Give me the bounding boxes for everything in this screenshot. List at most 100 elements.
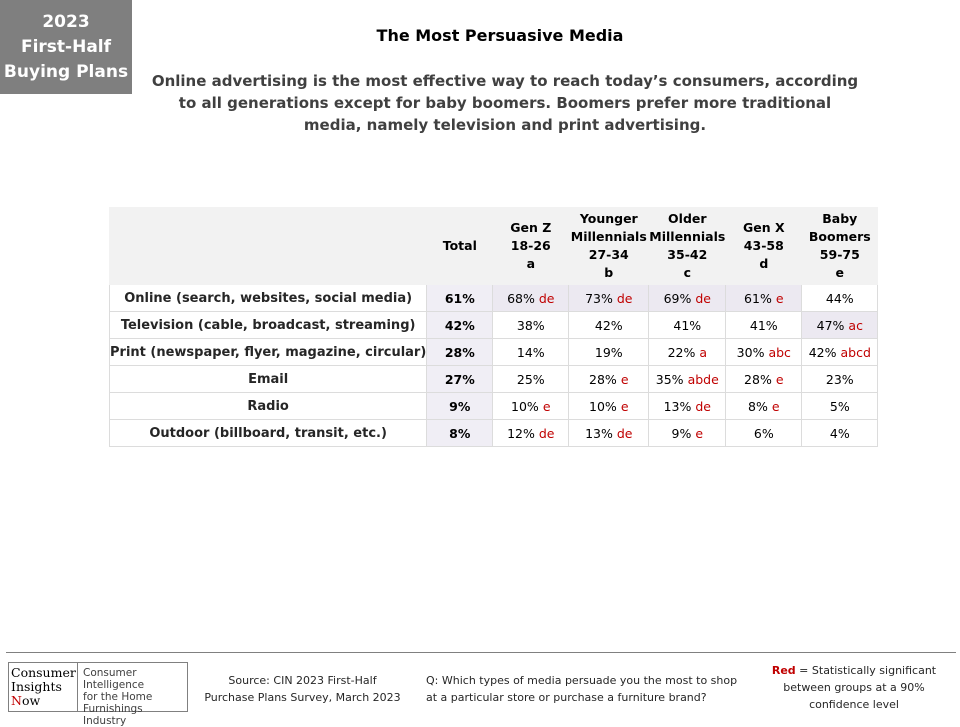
value-cell: 19% — [568, 338, 650, 366]
report-badge: 2023 First-Half Buying Plans — [0, 0, 132, 94]
column-header-line: 18-26 — [510, 238, 551, 253]
question-line: at a particular store or purchase a furn… — [426, 691, 707, 704]
cell-value: 9% — [671, 425, 692, 441]
table-row: Radio 9% 10% e 10% e 13% de 8% e 5% — [108, 392, 879, 420]
logo-tagline-line: for the Home — [83, 691, 153, 703]
column-header-line: a — [526, 256, 535, 271]
significance-legend: Red = Statistically significant between … — [768, 662, 940, 713]
column-header-gen-z: Gen Z 18-26 a — [492, 207, 570, 285]
table-row: Print (newspaper, flyer, magazine, circu… — [108, 338, 879, 366]
column-header-line: d — [759, 256, 769, 271]
significance-letters: ac — [848, 317, 863, 333]
cell-value: 19% — [594, 344, 623, 360]
badge-line: 2023 — [42, 11, 90, 32]
cell-value: 22% — [667, 344, 696, 360]
badge-line: First-Half — [20, 36, 112, 57]
cell-value: 5% — [829, 398, 850, 414]
significance-letters: de — [695, 398, 711, 414]
cell-value: 13% — [663, 398, 692, 414]
cell-value: 12% — [507, 425, 535, 441]
significance-letters: e — [542, 398, 551, 414]
media-table: Total Gen Z 18-26 a Younger Millennials … — [108, 207, 879, 447]
column-header-older-millennials: Older Millennials 35-42 c — [648, 207, 727, 285]
legend-line-rest: = Statistically significant — [795, 664, 937, 677]
cell-value: 6% — [753, 425, 774, 441]
column-header-line: Younger — [579, 211, 638, 226]
column-header-younger-millennials: Younger Millennials 27-34 b — [568, 207, 650, 285]
value-cell: 28% e — [725, 365, 803, 393]
value-cell: 42% — [568, 311, 650, 339]
logo-tagline-line: Furnishings Industry — [83, 703, 143, 727]
column-header-line: 35-42 — [667, 247, 708, 262]
logo-line-rest: ow — [21, 693, 41, 708]
value-cell: 10% e — [568, 392, 650, 420]
question-line: Q: Which types of media persuade you the… — [426, 674, 738, 687]
value-cell: 25% — [492, 365, 570, 393]
row-label: Online (search, websites, social media) — [108, 284, 428, 312]
total-cell: 61% — [426, 284, 494, 312]
cell-value: 35% — [655, 371, 684, 387]
value-cell: 13% de — [568, 419, 650, 447]
value-cell: 42% abcd — [801, 338, 879, 366]
value-cell: 14% — [492, 338, 570, 366]
cell-value: 10% — [511, 398, 539, 414]
significance-letters: de — [616, 290, 633, 306]
value-cell: 4% — [801, 419, 879, 447]
logo-initial: N — [11, 693, 22, 708]
value-cell: 69% de — [648, 284, 727, 312]
cell-value: 41% — [749, 317, 778, 333]
cell-value: 14% — [516, 344, 545, 360]
cell-value: 41% — [673, 317, 702, 333]
column-header-line: 27-34 — [588, 247, 629, 262]
cell-value: 23% — [825, 371, 854, 387]
significance-letters: de — [538, 290, 555, 306]
significance-letters: e — [620, 398, 629, 414]
column-header-line: b — [604, 265, 614, 280]
legend-line: confidence level — [809, 698, 899, 711]
table-header-row: Total Gen Z 18-26 a Younger Millennials … — [108, 207, 879, 285]
company-logo: Consumer Insights Now Consumer Intellige… — [8, 662, 188, 727]
cell-value: 44% — [825, 290, 854, 306]
total-cell: 27% — [426, 365, 494, 393]
column-header-line: 43-58 — [743, 238, 784, 253]
significance-letters: abcd — [840, 344, 871, 360]
value-cell: 30% abc — [725, 338, 803, 366]
cell-value: 73% — [585, 290, 613, 306]
row-label: Email — [108, 365, 428, 393]
column-header-line: Older — [668, 211, 707, 226]
cell-value: 42% — [594, 317, 623, 333]
cell-value: 28% — [589, 371, 617, 387]
cell-value: 25% — [516, 371, 545, 387]
value-cell: 23% — [801, 365, 879, 393]
logo-tagline: Consumer Intelligence for the Home Furni… — [78, 663, 187, 727]
logo-tagline-line: Consumer Intelligence — [83, 667, 145, 691]
cell-value: 68% — [507, 290, 535, 306]
total-cell: 42% — [426, 311, 494, 339]
significance-letters: abde — [687, 371, 719, 387]
legend-line: Red = Statistically significant — [768, 662, 940, 679]
significance-letters: e — [771, 398, 780, 414]
cell-value: 38% — [516, 317, 545, 333]
column-header-baby-boomers: Baby Boomers 59-75 e — [801, 207, 879, 285]
value-cell: 61% e — [725, 284, 803, 312]
legend-red-word: Red — [771, 664, 796, 677]
table-row: Email 27% 25% 28% e 35% abde 28% e 23% — [108, 365, 879, 393]
value-cell: 44% — [801, 284, 879, 312]
row-label: Radio — [108, 392, 428, 420]
column-header-gen-x: Gen X 43-58 d — [725, 207, 803, 285]
significance-letters: a — [699, 344, 708, 360]
value-cell: 22% a — [648, 338, 727, 366]
significance-letters: e — [775, 290, 784, 306]
column-header-line: Millennials — [649, 229, 726, 244]
page-title: The Most Persuasive Media — [376, 26, 624, 45]
value-cell: 13% de — [648, 392, 727, 420]
significance-letters: e — [695, 425, 704, 441]
total-cell: 8% — [426, 419, 494, 447]
column-header-line: Gen Z — [510, 220, 552, 235]
significance-letters: de — [538, 425, 555, 441]
cell-value: 47% — [816, 317, 845, 333]
column-header-line: c — [683, 265, 691, 280]
table-row: Online (search, websites, social media) 6… — [108, 284, 879, 312]
cell-value: 61% — [744, 290, 772, 306]
source-note: Source: CIN 2023 First-Half Purchase Pla… — [200, 672, 405, 706]
